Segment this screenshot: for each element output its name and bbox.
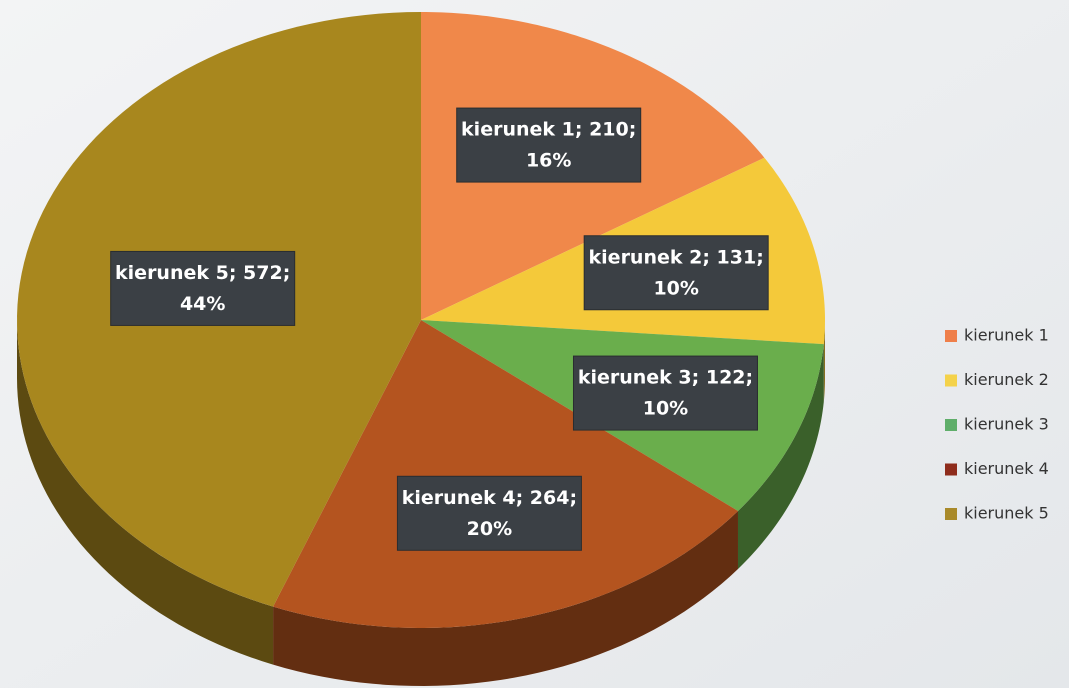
label-box [456,107,642,183]
label-box [396,475,582,551]
legend-swatch [945,463,957,476]
label-box [572,355,758,431]
legend-swatch [945,330,957,342]
data-label: kierunek 4; 264; 20% [396,475,582,551]
label-line: kierunek 1; 210; [461,119,636,141]
label-line: kierunek 5; 572; [115,262,290,284]
pie-side [17,320,274,665]
legend-label: kierunek 1 [964,326,1049,345]
label-line: kierunek 2; 131; [589,246,764,268]
label-line: kierunek 3; 122; [578,367,753,389]
legend-label: kierunek 5 [964,504,1049,523]
label-line: 10% [643,398,688,420]
pie-side [823,320,825,403]
pie-side [273,510,738,686]
label-line: kierunek 4; 264; [402,487,577,509]
label-line: 20% [467,518,512,540]
legend-swatch [945,508,957,520]
pie-side [737,344,824,569]
label-line: 10% [653,277,698,299]
data-label: kierunek 3; 122; 10% [572,355,758,431]
legend-swatch [945,419,957,431]
legend-swatch [945,374,957,387]
data-label: kierunek 2; 131; 10% [583,235,769,311]
label-box [110,250,296,326]
legend-label: kierunek 3 [964,415,1049,434]
pie-slice [273,320,738,628]
data-label: kierunek 1; 210; 16% [456,107,642,183]
label-line: 16% [526,150,571,172]
label-box [583,235,769,311]
data-label: kierunek 5; 572; 44% [110,250,296,326]
legend-label: kierunek 4 [964,459,1049,478]
legend-label: kierunek 2 [964,370,1049,389]
label-line: 44% [180,293,225,315]
